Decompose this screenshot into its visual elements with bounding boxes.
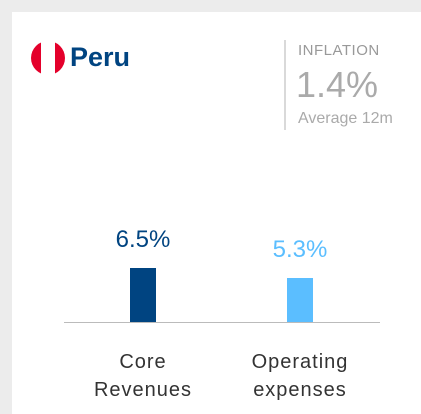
inflation-note: Average 12m [298, 110, 393, 127]
category-label: Core Revenues [93, 351, 193, 401]
flag [31, 41, 65, 75]
value-label: 6.5% [115, 226, 171, 253]
inflation-label: INFLATION [298, 42, 380, 59]
baseline [64, 322, 380, 323]
bar [130, 268, 156, 322]
bar [287, 277, 313, 322]
inflation-value: 1.4% [296, 64, 379, 105]
value-label: 5.3% [272, 235, 328, 263]
category-label: Operating expenses [251, 351, 349, 401]
country-title: Peru [70, 42, 131, 72]
card: Peru INFLATION 1.4% Average 12m 6.5% Core… [12, 12, 421, 414]
divider [284, 40, 286, 130]
